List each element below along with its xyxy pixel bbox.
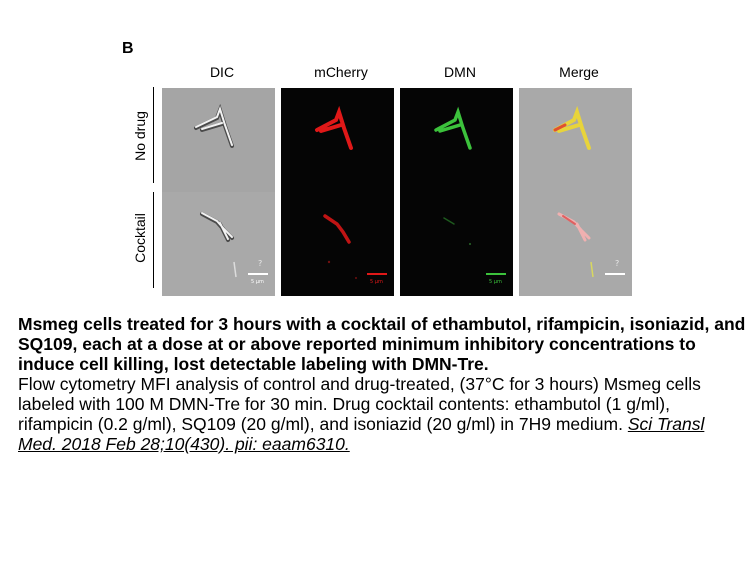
column-label-mcherry: mCherry xyxy=(314,64,368,80)
image-dic-cocktail: ? 5 µm xyxy=(162,192,275,296)
caption-body: Flow cytometry MFI analysis of control a… xyxy=(18,374,701,434)
scale-bar-label: 5 µm xyxy=(251,279,264,285)
figure-panel: B DIC mCherry DMN Merge No drug Cocktail xyxy=(122,40,632,296)
image-dmn-cocktail: 5 µm xyxy=(400,192,513,296)
row-divider-no-drug xyxy=(153,87,154,183)
image-mcherry-cocktail: 5 µm xyxy=(281,192,394,296)
row-label-no-drug: No drug xyxy=(132,111,148,161)
column-label-merge: Merge xyxy=(559,64,599,80)
column-label-dmn: DMN xyxy=(444,64,476,80)
row-label-cocktail: Cocktail xyxy=(132,213,148,263)
image-merge-no-drug xyxy=(519,88,632,192)
citation-link[interactable]: Sci Transl Med. 2018 Feb 28;10(430). pii… xyxy=(18,414,705,454)
svg-text:?: ? xyxy=(258,259,262,268)
panel-letter: B xyxy=(122,40,134,57)
caption-summary: Msmeg cells treated for 3 hours with a c… xyxy=(18,314,746,374)
image-mcherry-no-drug xyxy=(281,88,394,192)
image-merge-cocktail: ? xyxy=(519,192,632,296)
image-dic-no-drug xyxy=(162,88,275,192)
svg-text:?: ? xyxy=(615,259,619,268)
scale-bar-label: 5 µm xyxy=(489,279,502,285)
scale-bar-label: 5 µm xyxy=(370,279,383,285)
figure-caption: Msmeg cells treated for 3 hours with a c… xyxy=(18,314,748,454)
row-divider-cocktail xyxy=(153,192,154,288)
column-label-dic: DIC xyxy=(209,64,235,80)
image-dmn-no-drug xyxy=(400,88,513,192)
